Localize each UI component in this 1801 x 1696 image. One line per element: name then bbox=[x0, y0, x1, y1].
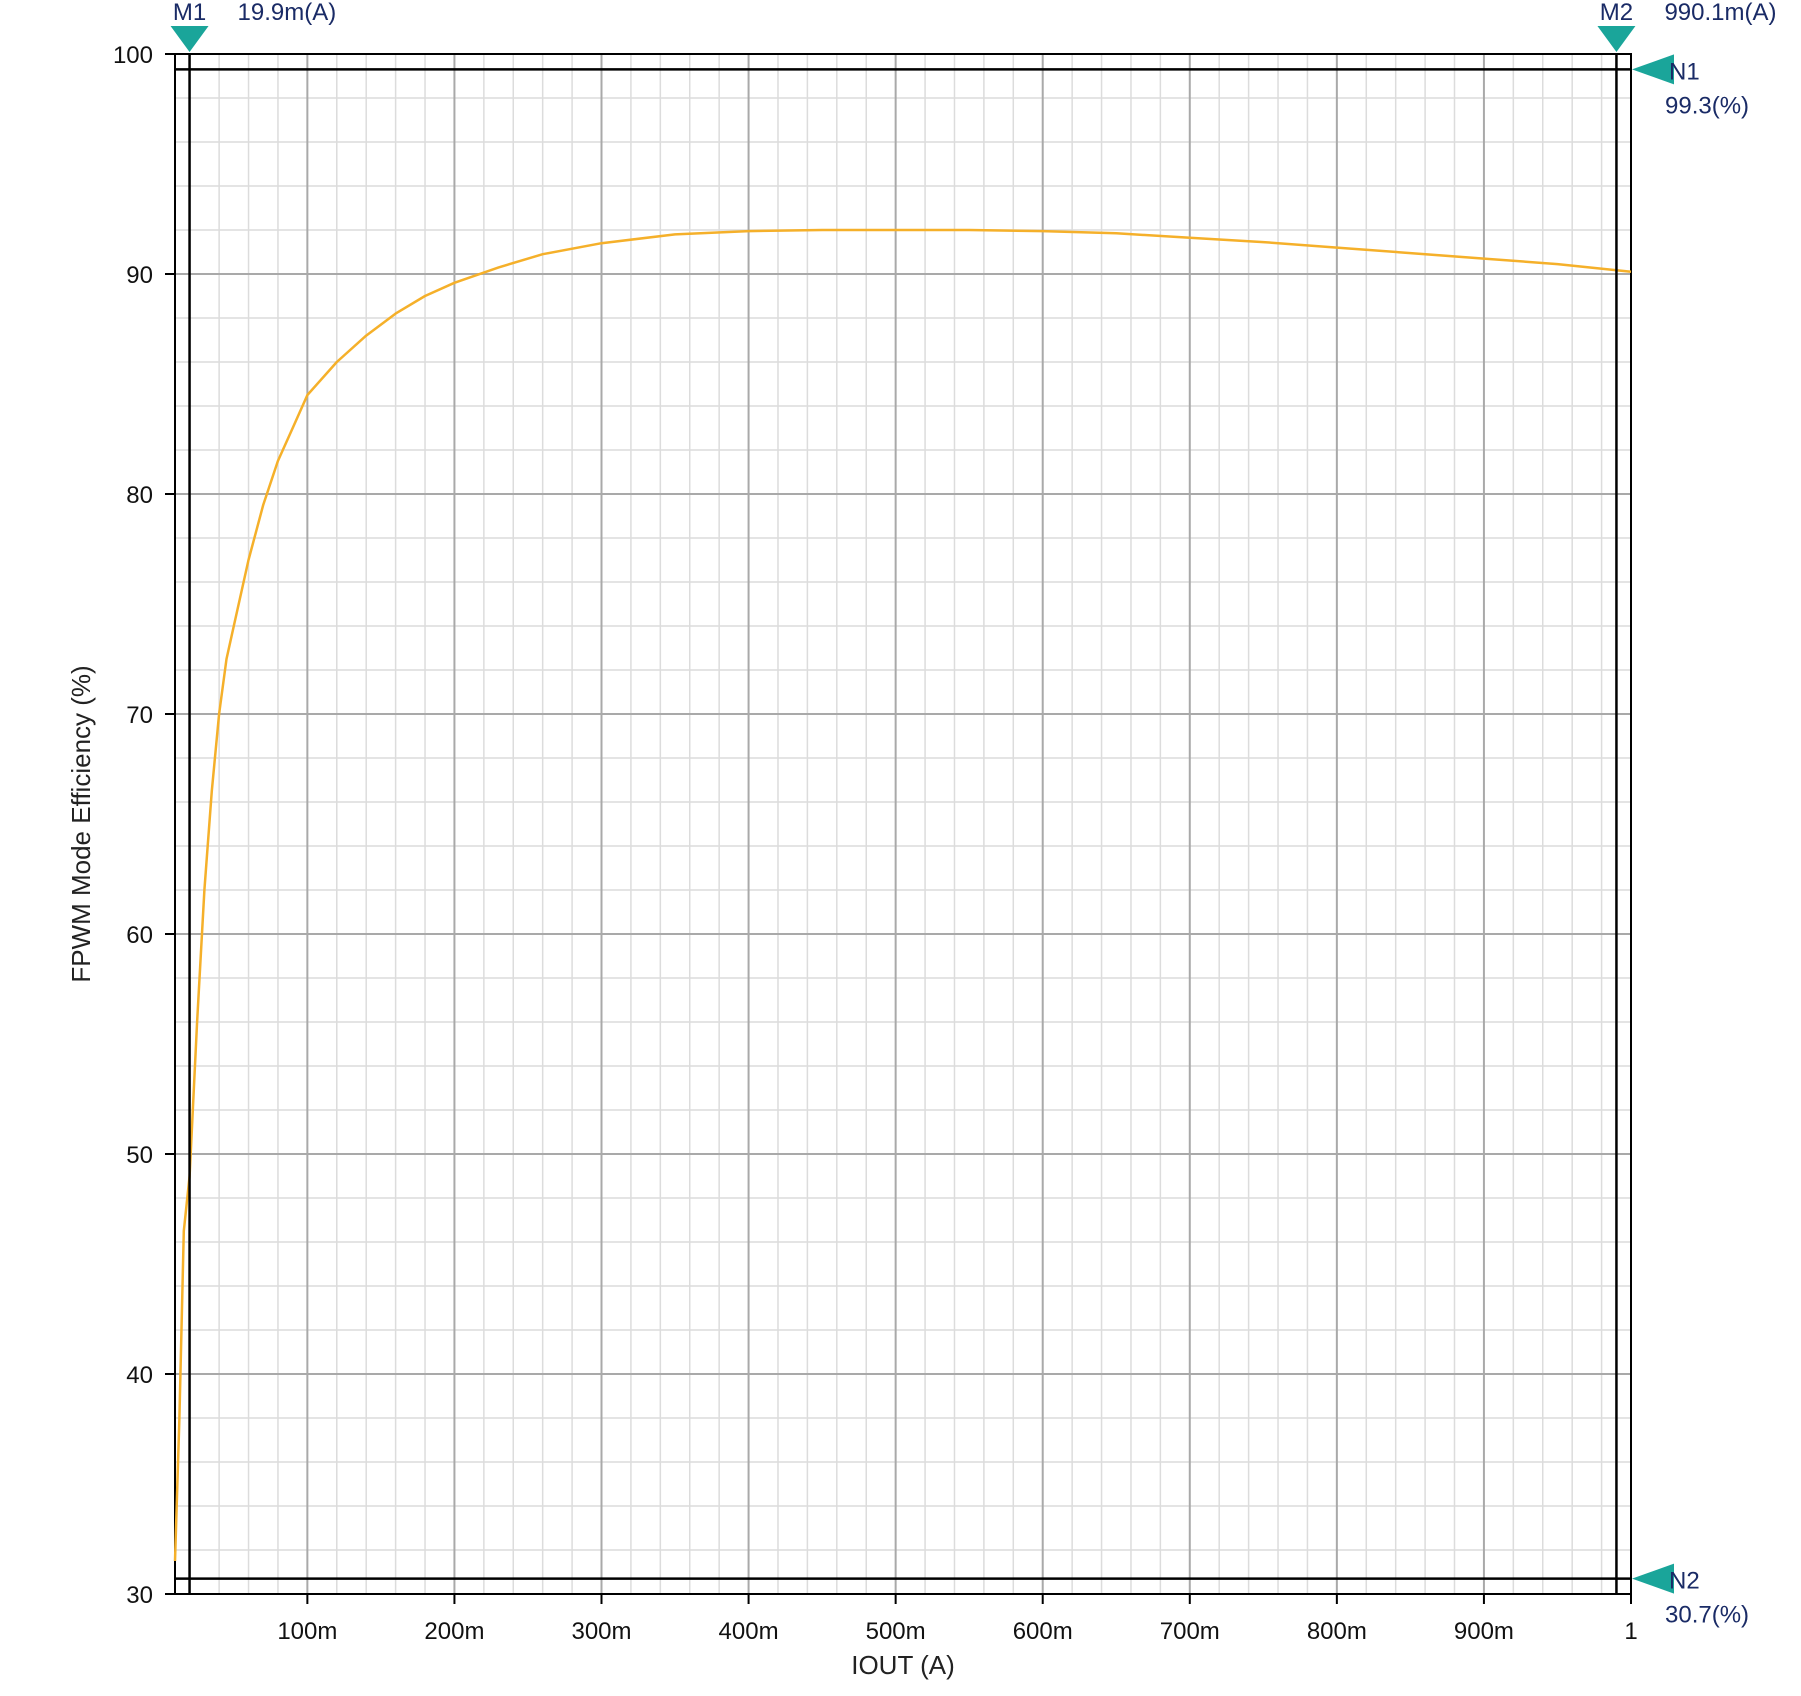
marker-label-m2: M2 bbox=[1600, 0, 1633, 26]
x-tick-label: 700m bbox=[1160, 1618, 1220, 1645]
major-grid bbox=[175, 53, 1632, 1595]
plot-border bbox=[174, 53, 1632, 1595]
x-tick-label: 200m bbox=[424, 1618, 484, 1645]
marker-label-m1: M1 bbox=[173, 0, 206, 26]
y-tick-label: 30 bbox=[126, 1582, 153, 1609]
x-tick-label: 1 bbox=[1624, 1618, 1637, 1645]
marker-handle-m2-icon[interactable] bbox=[1597, 26, 1636, 52]
plot-area bbox=[175, 54, 1631, 1594]
marker-handle-m1-icon[interactable] bbox=[170, 26, 209, 52]
minor-grid bbox=[175, 54, 1631, 1594]
x-tick-label: 500m bbox=[866, 1618, 926, 1645]
marker-handle-n1-icon[interactable] bbox=[1632, 54, 1674, 85]
y-tick-label: 70 bbox=[126, 702, 153, 729]
x-tick-label: 100m bbox=[277, 1618, 337, 1645]
x-tick-label: 900m bbox=[1454, 1618, 1514, 1645]
marker-label-n1: N1 bbox=[1669, 58, 1700, 85]
efficiency-series-line bbox=[173, 228, 1632, 1562]
marker-lines bbox=[175, 54, 1631, 1594]
x-tick-label: 300m bbox=[571, 1618, 631, 1645]
x-axis-title: IOUT (A) bbox=[851, 1650, 955, 1680]
x-tick-label: 800m bbox=[1307, 1618, 1367, 1645]
y-tick-label: 90 bbox=[126, 262, 153, 289]
y-tick-label: 60 bbox=[126, 922, 153, 949]
series-layer bbox=[173, 228, 1632, 1562]
x-tick-label: 600m bbox=[1013, 1618, 1073, 1645]
y-tick-label: 80 bbox=[126, 482, 153, 509]
y-tick-label: 40 bbox=[126, 1362, 153, 1389]
marker-handles[interactable]: M1 19.9m(A) M2 990.1m(A) N1 99.3(%) N2 30.7(%) bbox=[170, 0, 1777, 1629]
y-tick-label: 100 bbox=[113, 42, 153, 69]
marker-handle-n2-icon[interactable] bbox=[1632, 1563, 1674, 1594]
x-tick-label: 400m bbox=[719, 1618, 779, 1645]
marker-label-n2: N2 bbox=[1669, 1568, 1700, 1595]
y-tick-labels: 30 40 50 60 70 80 90 100 bbox=[113, 42, 175, 1609]
marker-value-n2: 30.7(%) bbox=[1665, 1602, 1749, 1629]
marker-value-m1: 19.9m(A) bbox=[238, 0, 337, 26]
marker-value-n1: 99.3(%) bbox=[1665, 92, 1749, 119]
y-axis-title: FPWM Mode Efficiency (%) bbox=[66, 665, 96, 982]
x-tick-labels: 100m 200m 300m 400m 500m 600m 700m 800m 900m 1 bbox=[277, 1594, 1638, 1645]
y-tick-label: 50 bbox=[126, 1142, 153, 1169]
marker-value-m2: 990.1m(A) bbox=[1664, 0, 1776, 26]
